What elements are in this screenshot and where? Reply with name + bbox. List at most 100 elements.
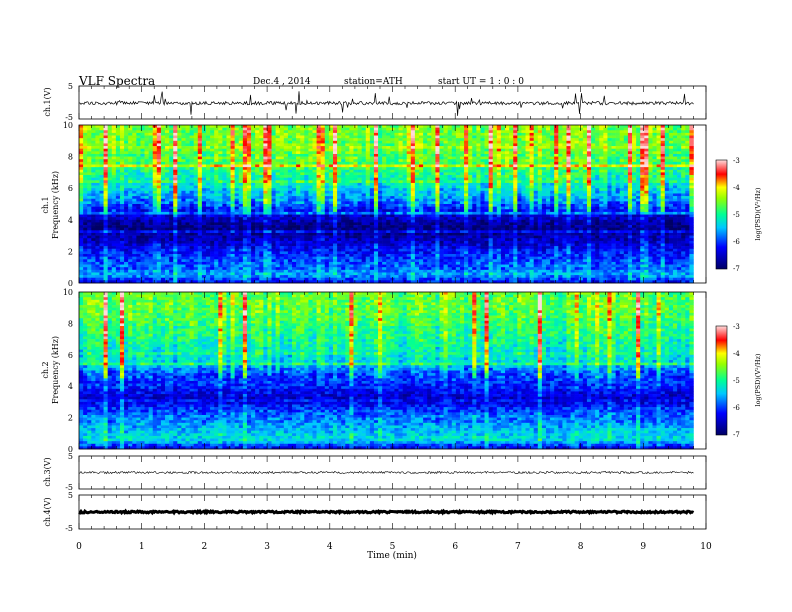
ch1-spectrogram-cell [341, 125, 346, 128]
ch1-spectrogram-cell [578, 209, 584, 213]
ch1-spectrogram-cell [287, 175, 293, 178]
ch1-spectrogram-cell [431, 161, 436, 165]
ch1-spectrogram-cell [582, 196, 588, 200]
ch1-spectrogram-cell [83, 193, 88, 197]
ch1-spectrogram-cell [230, 188, 235, 192]
ch1-spectrogram-cell [173, 196, 178, 200]
ch1-spectrogram-cell [459, 132, 465, 136]
ch1-spectrogram-cell [361, 185, 367, 189]
ch1-spectrogram-cell [242, 127, 248, 131]
ch1-spectrogram-cell [365, 196, 371, 200]
ch1-spectrogram-cell [189, 135, 194, 139]
ch1-spectrogram-cell [459, 180, 465, 184]
ch1-spectrogram-cell [681, 153, 686, 157]
ch1-spectrogram-cell [369, 193, 375, 197]
ch1-spectrogram-cell [496, 148, 502, 152]
ch1-spectrogram-cell [275, 167, 281, 171]
ch1-spectrogram-cell [636, 148, 641, 152]
ch1-spectrogram-cell [447, 196, 453, 200]
ch1-spectrogram-cell [447, 161, 453, 165]
ch1-spectrogram-cell [562, 198, 567, 202]
ch1-spectrogram-cell [427, 172, 432, 176]
ch1-spectrogram-cell [91, 167, 96, 171]
ch1-spectrogram-cell [181, 140, 186, 144]
ch1-spectrogram-cell [447, 172, 453, 176]
ch1-spectrogram-cell [550, 159, 555, 163]
ch1-spectrogram-cell [251, 148, 256, 152]
ch1-spectrogram-cell [394, 153, 399, 157]
ch1-spectrogram-cell [185, 125, 190, 128]
ch1-trace [78, 91, 694, 116]
ch1-spectrogram-cell [447, 177, 453, 181]
ch1-spectrogram-cell [640, 188, 645, 192]
ch1-spectrogram-cell [292, 143, 297, 147]
ch1-spectrogram-cell [312, 201, 317, 205]
ch1-spectrogram-cell [345, 175, 350, 178]
ch1-spectrogram-cell [541, 198, 547, 202]
ch1-spectrogram-cell [292, 161, 297, 165]
ch1-spectrogram-cell [414, 156, 420, 160]
ch1-spectrogram-cell [611, 169, 616, 173]
ch1-spectrogram-cell [599, 172, 604, 176]
ch1-spectrogram-cell [668, 182, 674, 186]
ch1-spectrogram-cell [369, 132, 375, 136]
ch1-spectrogram-cell [275, 206, 281, 210]
ch1-spectrogram-cell [341, 175, 346, 178]
ch1-spectrogram-cell [124, 132, 129, 136]
ch1-spectrogram-cell [259, 161, 264, 165]
ch1-spectrogram-cell [197, 182, 203, 186]
ch1-spectrogram-cell [328, 188, 334, 192]
ch1-spectrogram-cell [345, 164, 350, 168]
ch1-spectrogram-cell [353, 156, 358, 160]
ch1-spectrogram-cell [636, 198, 641, 202]
ch1-spectrogram-cell [152, 169, 158, 173]
ch1-spectrogram-cell [394, 143, 399, 147]
ch1-spectrogram-cell [91, 193, 96, 197]
ch1-spectrogram-cell [328, 130, 334, 134]
ch1-spectrogram-cell [656, 204, 661, 207]
ch1-spectrogram-cell [423, 146, 428, 149]
ch1-spectrogram-cell [357, 135, 362, 139]
ch1-spectrogram-cell [160, 193, 166, 197]
ch1-spectrogram-cell [222, 188, 227, 192]
ch1-spectrogram-cell [263, 138, 268, 142]
ch1-spectrogram-cell [648, 146, 653, 149]
ch1-spectrogram-cell [181, 175, 186, 178]
ch1-spectrogram-cell [99, 198, 104, 202]
ch1-spectrogram-cell [558, 148, 563, 152]
ch1-spectrogram-cell [488, 206, 494, 210]
ch1-spectrogram-cell [144, 135, 149, 139]
ch1-spectrogram-cell [660, 209, 666, 213]
ch1-spectrogram-cell [402, 206, 408, 210]
ch1-spectrogram-cell [292, 130, 297, 134]
ch1-spectrogram-cell [529, 182, 534, 186]
ch1-spectrogram-cell [533, 135, 539, 139]
ch1-spectrogram-cell [472, 161, 477, 165]
ch1-spectrogram-cell [263, 135, 268, 139]
ch1-spectrogram-cell [439, 180, 444, 184]
ch1-spectrogram-cell [591, 185, 596, 189]
ch1-spectrogram-cell [169, 153, 174, 157]
ch1-spectrogram-cell [312, 153, 317, 157]
ch1-spectrogram-cell [566, 125, 571, 128]
ch1-spectrogram-cell [607, 182, 612, 186]
ch1-spectrogram-cell [246, 127, 252, 131]
ch1-spectrogram-cell [83, 130, 88, 134]
ch1-spectrogram-cell [296, 159, 301, 163]
ch1-spectrogram-cell [210, 167, 215, 171]
ch1-spectrogram-cell [185, 182, 190, 186]
ch1-spectrogram-cell [222, 159, 227, 163]
ch1-spectrogram-cell [677, 175, 682, 178]
ch1-spectrogram-cell [652, 177, 657, 181]
ch1-spectrogram-cell [353, 127, 358, 131]
ch1-spectrogram-cell [419, 209, 424, 213]
ch1-waveform-panel: 5 -5 ch.1(V) [43, 82, 707, 122]
ch1-spectrogram-cell [447, 209, 453, 213]
ch1-spectrogram-cell [672, 185, 678, 189]
ch1-spectrogram-cell [570, 140, 575, 144]
ch1-spectrogram-cell [165, 169, 170, 173]
ch1-spectrogram-cell [611, 198, 616, 202]
ch1-spectrogram-cell [517, 140, 522, 144]
ch1-spectrogram-cell [476, 164, 481, 168]
ch1-spectrogram-cell [472, 198, 477, 202]
